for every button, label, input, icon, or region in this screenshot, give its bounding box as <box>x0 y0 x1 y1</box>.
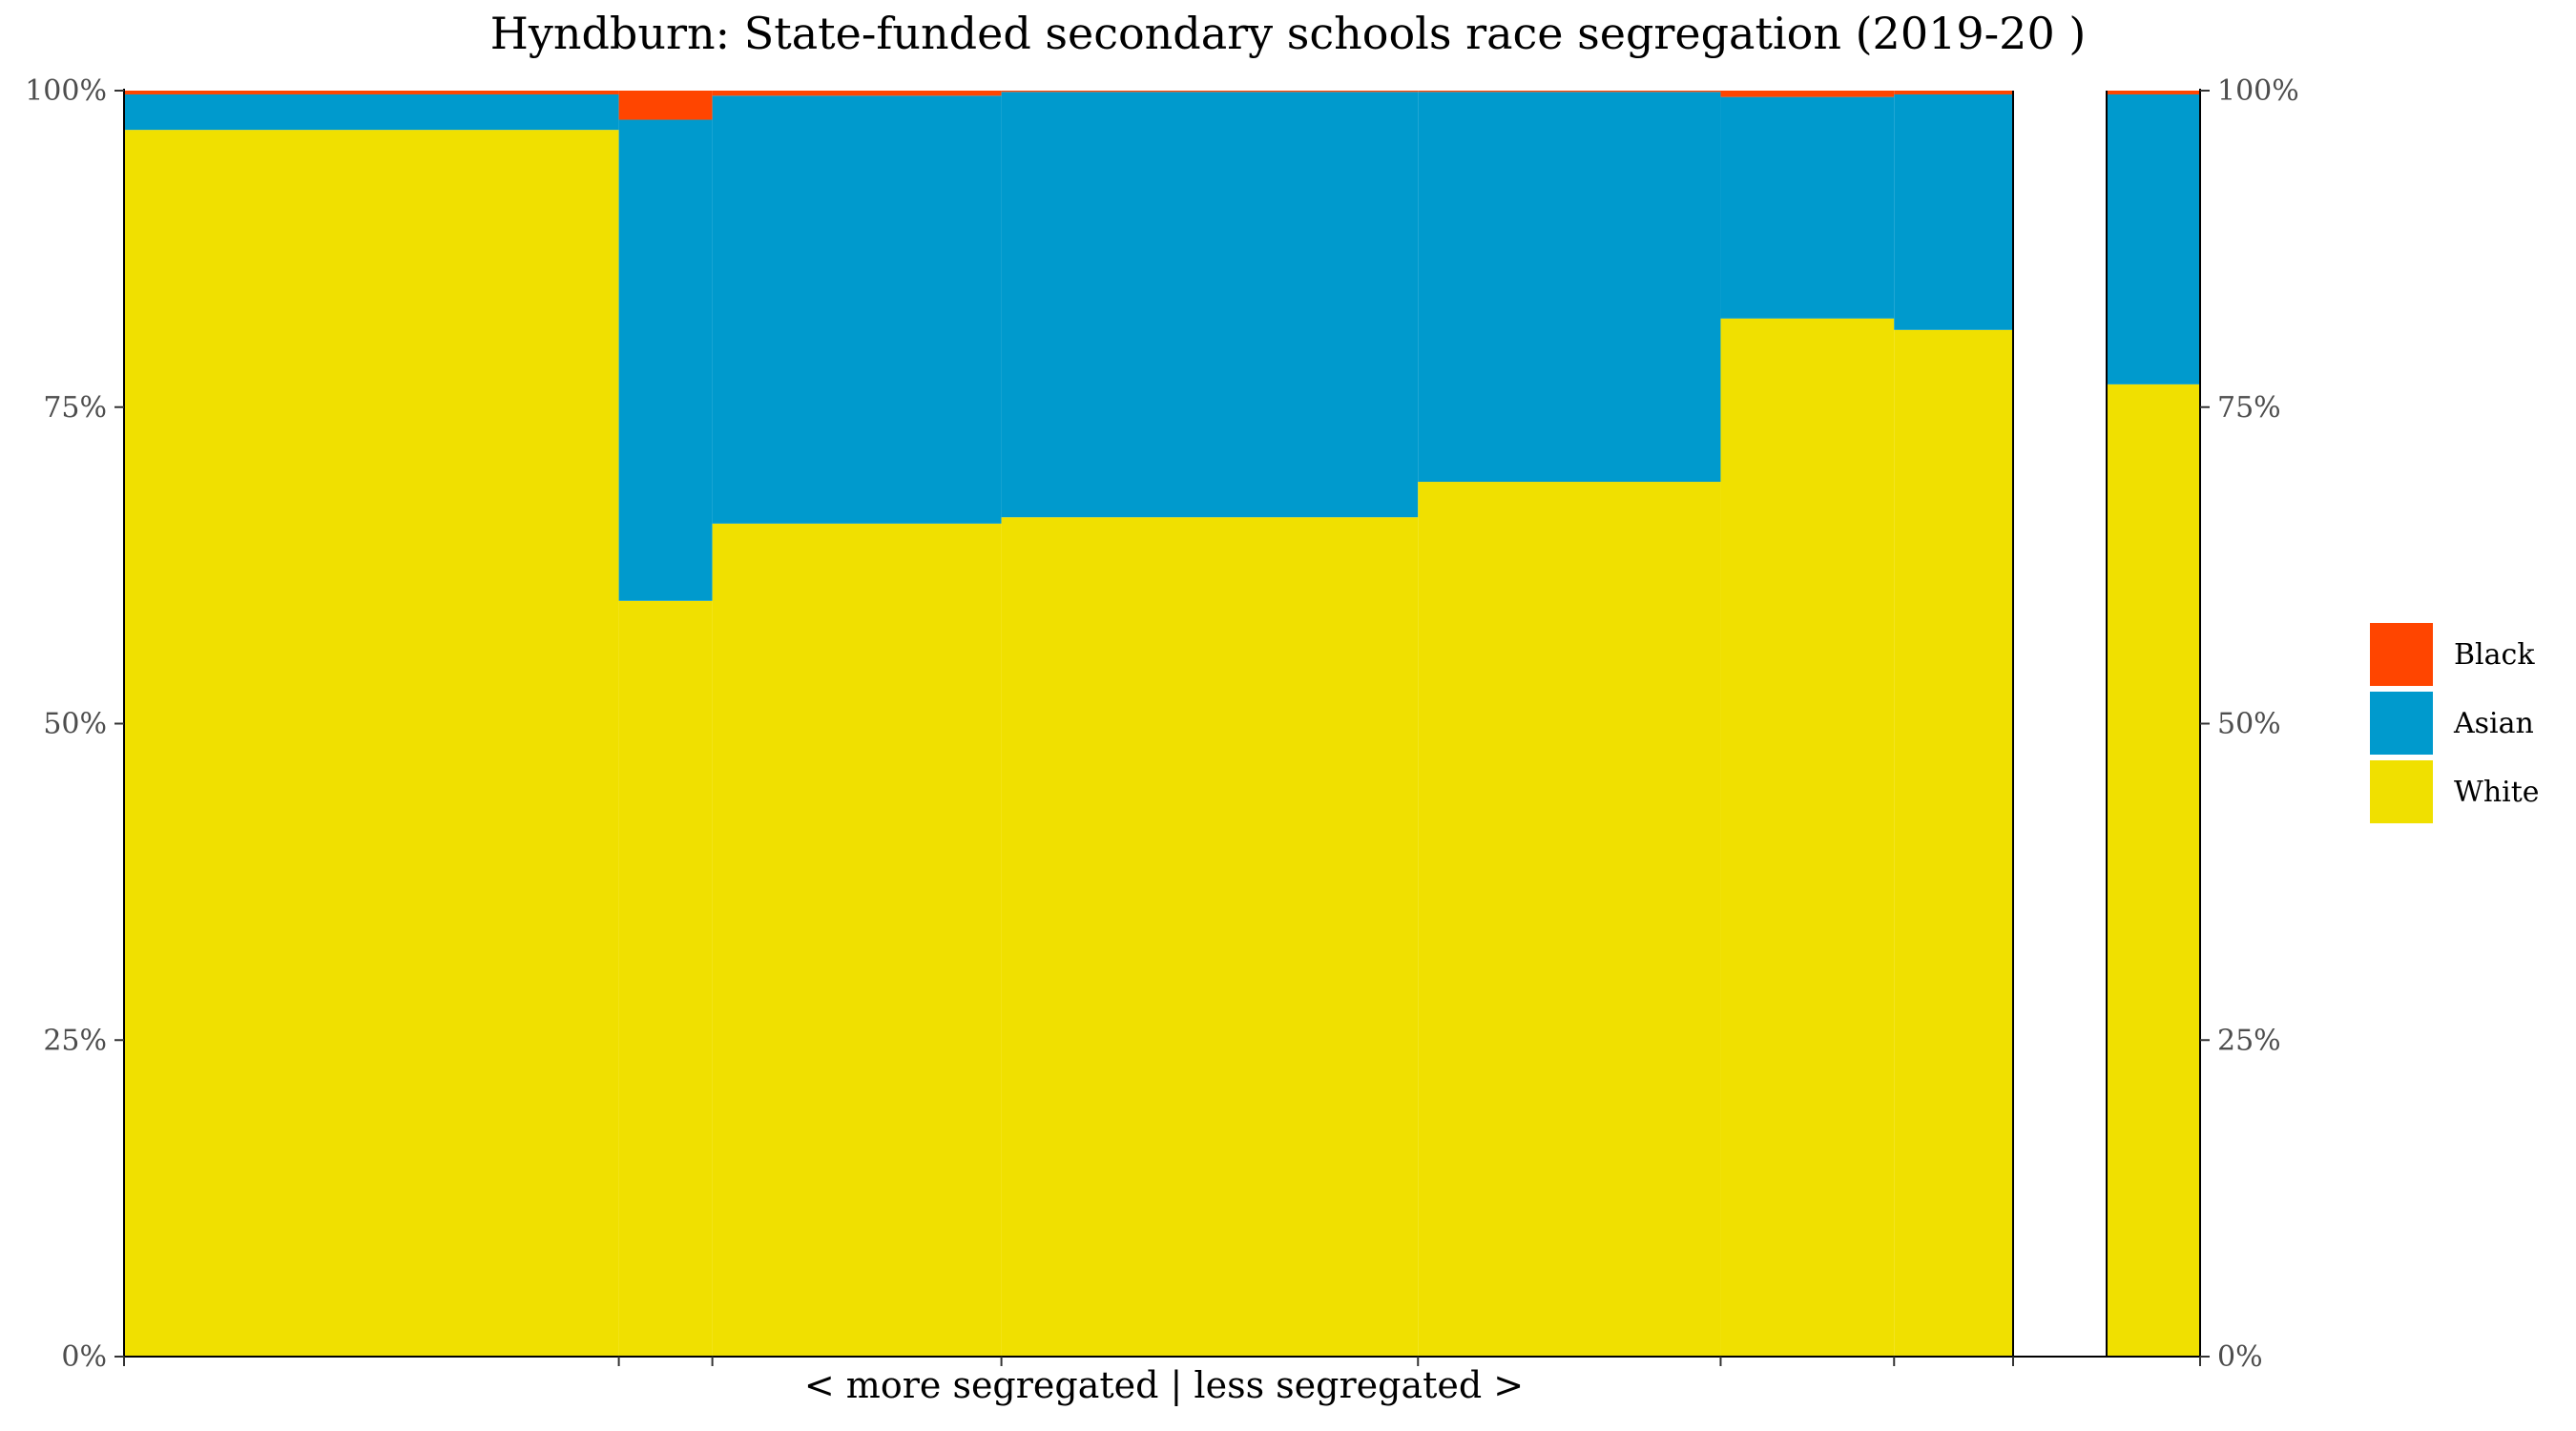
y-tick-label-left: 100% <box>25 74 107 108</box>
school-5-white-segment <box>1418 482 1721 1358</box>
school-6-asian-segment <box>1720 96 1895 319</box>
school-5-asian-segment <box>1418 92 1721 483</box>
y-tick-label-left: 25% <box>43 1024 107 1057</box>
school-4-black-segment <box>1001 91 1419 93</box>
y-tick-label-left: 50% <box>43 708 107 741</box>
overall-asian-segment <box>2107 93 2200 384</box>
legend: Black Asian White <box>2370 620 2540 826</box>
y-tick-label-right: 75% <box>2217 391 2281 425</box>
school-1-asian-segment <box>124 93 619 131</box>
school-2-asian-segment <box>618 119 713 601</box>
school-2-white-segment <box>618 600 713 1357</box>
school-1-white-segment <box>124 130 619 1358</box>
school-3-black-segment <box>712 91 1002 96</box>
school-4-asian-segment <box>1001 92 1419 518</box>
school-6-black-segment <box>1720 91 1895 97</box>
y-tick-label-right: 50% <box>2217 708 2281 741</box>
school-7-white-segment <box>1894 329 2013 1358</box>
legend-item-asian: Asian <box>2370 689 2540 757</box>
school-7-asian-segment <box>1894 93 2013 330</box>
school-4-white-segment <box>1001 517 1419 1357</box>
legend-item-black: Black <box>2370 620 2540 689</box>
school-2-black-segment <box>618 91 713 120</box>
y-tick-label-right: 100% <box>2217 74 2299 108</box>
legend-swatch-black <box>2370 623 2433 686</box>
legend-label-asian: Asian <box>2454 706 2534 740</box>
school-1-black-segment <box>124 91 619 94</box>
chart-title: Hyndburn: State-funded secondary schools… <box>489 8 2087 59</box>
school-5-black-segment <box>1418 91 1721 93</box>
school-6-white-segment <box>1720 318 1895 1357</box>
legend-swatch-white <box>2370 760 2433 823</box>
legend-item-white: White <box>2370 757 2540 826</box>
x-axis-label: < more segregated | less segregated > <box>803 1364 1525 1406</box>
y-tick-label-right: 25% <box>2217 1024 2281 1057</box>
legend-swatch-asian <box>2370 692 2433 755</box>
y-tick-label-left: 75% <box>43 391 107 425</box>
school-7-black-segment <box>1894 91 2013 94</box>
overall-black-segment <box>2107 91 2200 94</box>
y-tick-label-left: 0% <box>61 1340 107 1374</box>
school-3-white-segment <box>712 523 1002 1357</box>
school-3-asian-segment <box>712 95 1002 524</box>
overall-white-segment <box>2107 384 2200 1357</box>
y-tick-label-right: 0% <box>2217 1340 2263 1374</box>
legend-label-white: White <box>2454 775 2540 809</box>
legend-label-black: Black <box>2454 637 2535 672</box>
